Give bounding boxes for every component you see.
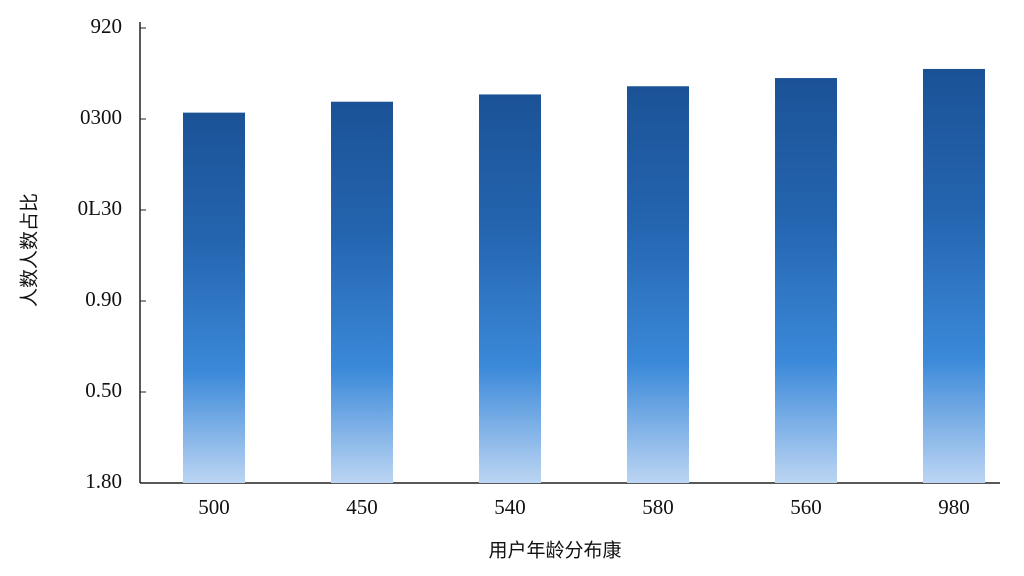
x-tick-label: 980 <box>938 495 970 519</box>
y-tick-label: 0.50 <box>85 378 122 402</box>
y-tick-label: 1.80 <box>85 469 122 493</box>
y-tick-label: 0.90 <box>85 287 122 311</box>
bar <box>331 101 393 484</box>
bar <box>775 78 837 484</box>
x-tick-label: 450 <box>346 495 378 519</box>
y-tick-label: 0L30 <box>78 196 122 220</box>
bar <box>923 68 985 483</box>
bar <box>627 86 689 484</box>
x-tick-label: 540 <box>494 495 526 519</box>
y-tick-label: 0300 <box>80 105 122 129</box>
x-tick-label: 580 <box>642 495 674 519</box>
y-tick-label: 920 <box>91 14 123 38</box>
bar <box>183 112 245 483</box>
y-axis-label: 人数人数占比 <box>19 193 41 307</box>
x-axis-label: 用户年龄分布康 <box>488 540 621 562</box>
x-tick-label: 500 <box>198 495 230 519</box>
x-tick-label: 560 <box>790 495 822 519</box>
bar <box>479 94 541 484</box>
